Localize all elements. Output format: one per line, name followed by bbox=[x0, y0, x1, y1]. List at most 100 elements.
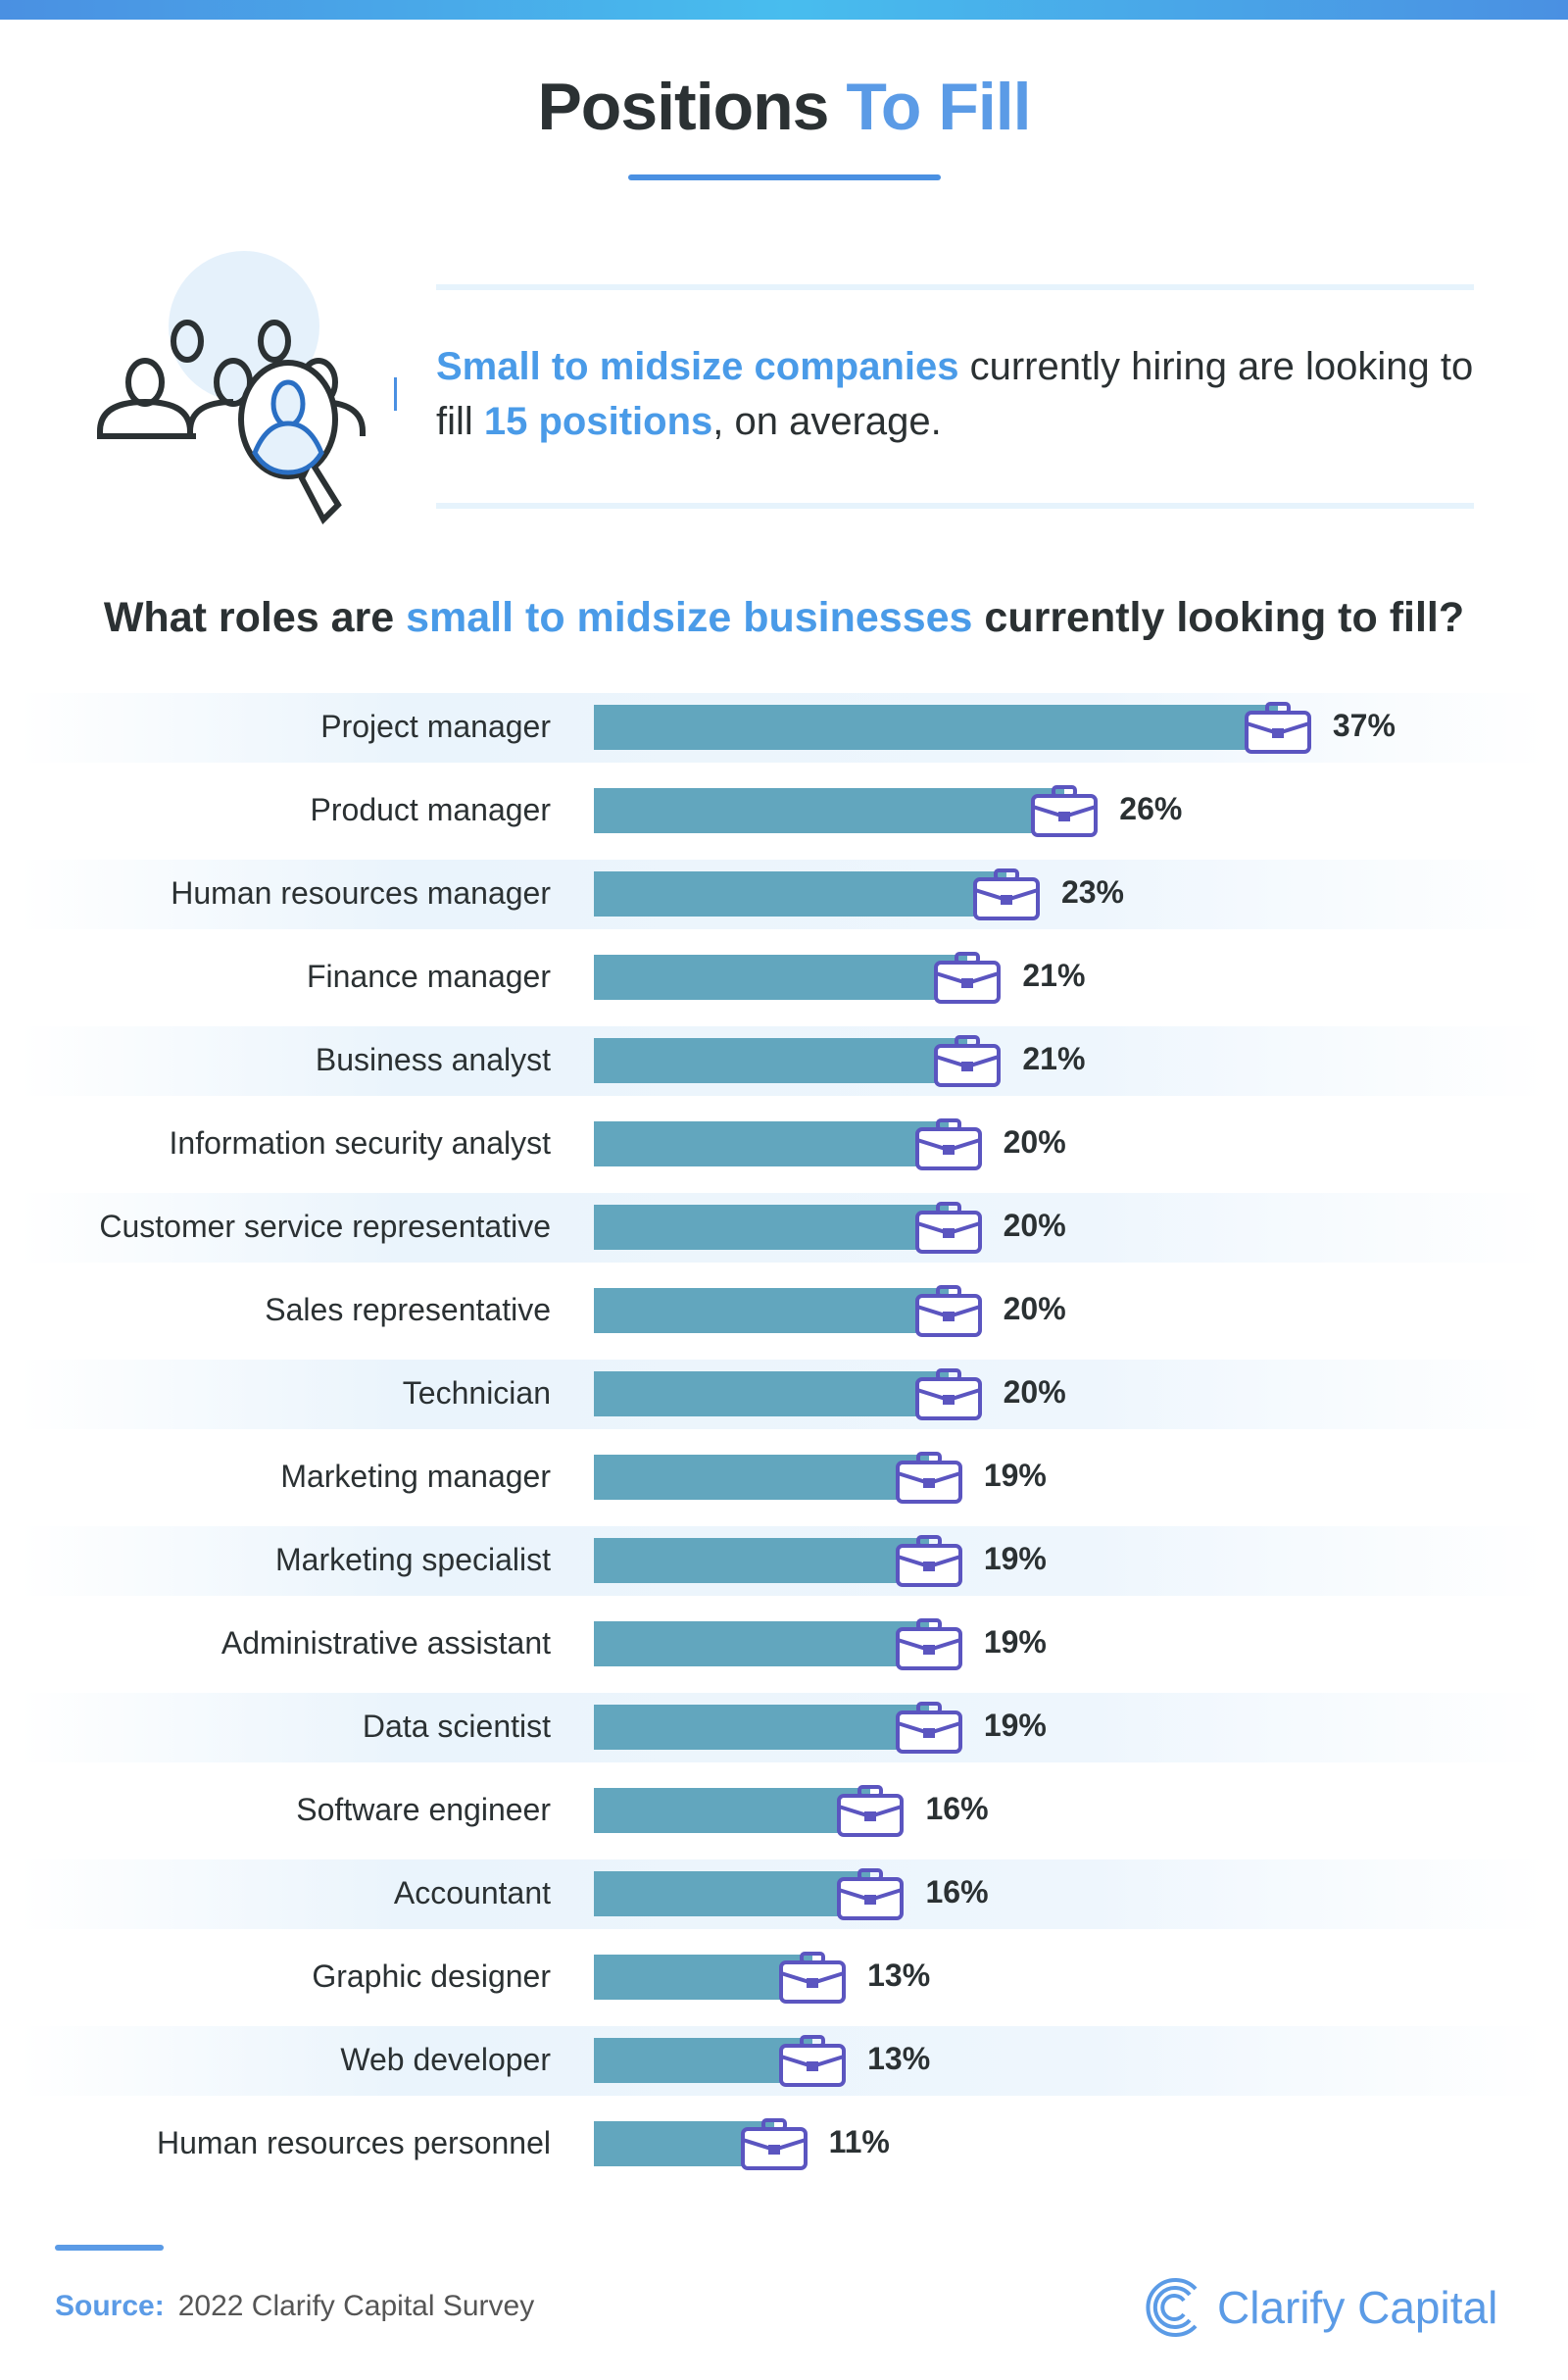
source-note: Source: 2022 Clarify Capital Survey bbox=[55, 2290, 534, 2323]
briefcase-icon bbox=[914, 1202, 982, 1254]
chart-row: Data scientist 19% bbox=[20, 1693, 1548, 1762]
briefcase-icon bbox=[1244, 702, 1311, 754]
source-label: Source: bbox=[55, 2290, 165, 2322]
bar bbox=[594, 1788, 871, 1833]
bar bbox=[594, 1038, 968, 1083]
intro-accent-bar bbox=[394, 377, 397, 411]
bar bbox=[594, 1121, 949, 1166]
briefcase-icon bbox=[914, 1368, 982, 1420]
category-label: Finance manager bbox=[306, 959, 551, 994]
value-label: 19% bbox=[983, 1708, 1047, 1743]
chart-row: Project manager 37% bbox=[20, 693, 1548, 763]
bar bbox=[594, 1621, 929, 1666]
chart-row: Marketing specialist 19% bbox=[20, 1526, 1548, 1596]
value-label: 19% bbox=[983, 1624, 1047, 1660]
source-text: 2022 Clarify Capital Survey bbox=[177, 2290, 535, 2322]
value-label: 13% bbox=[867, 1958, 931, 1993]
briefcase-icon bbox=[1031, 785, 1099, 837]
bar bbox=[594, 2038, 813, 2083]
chart-row: Customer service representative 20% bbox=[20, 1193, 1548, 1263]
briefcase-icon bbox=[837, 1785, 905, 1837]
bar bbox=[594, 955, 968, 1000]
title-highlight: To Fill bbox=[846, 70, 1031, 144]
value-label: 20% bbox=[1003, 1124, 1066, 1160]
value-label: 21% bbox=[1022, 958, 1086, 993]
clarify-capital-logo-icon bbox=[1146, 2278, 1198, 2337]
bar bbox=[594, 1705, 929, 1750]
team-search-icon bbox=[97, 320, 366, 525]
chart-row: Sales representative 20% bbox=[20, 1276, 1548, 1346]
bar bbox=[594, 1871, 871, 1916]
footer-accent-line bbox=[55, 2245, 164, 2251]
category-label: Data scientist bbox=[362, 1709, 551, 1744]
chart-row: Marketing manager 19% bbox=[20, 1443, 1548, 1512]
briefcase-icon bbox=[895, 1452, 962, 1504]
intro-divider-top bbox=[436, 284, 1474, 290]
top-accent-bar bbox=[0, 0, 1568, 20]
question-part2: currently looking to fill? bbox=[972, 594, 1465, 641]
intro-divider-bottom bbox=[436, 503, 1474, 509]
clarify-capital-logo[interactable]: Clarify Capital bbox=[1145, 2277, 1497, 2338]
chart-row: Information security analyst 20% bbox=[20, 1110, 1548, 1179]
briefcase-icon bbox=[740, 2118, 808, 2170]
roles-bar-chart: Project manager 37% Product manager 26% Huma… bbox=[0, 686, 1568, 2176]
title-part1: Positions bbox=[537, 70, 829, 144]
category-label: Software engineer bbox=[296, 1792, 551, 1827]
category-label: Human resources personnel bbox=[157, 2125, 551, 2160]
category-label: Project manager bbox=[320, 709, 551, 744]
chart-row: Web developer 13% bbox=[20, 2026, 1548, 2096]
value-label: 19% bbox=[983, 1541, 1047, 1576]
category-label: Customer service representative bbox=[99, 1209, 551, 1244]
category-label: Marketing manager bbox=[280, 1459, 551, 1494]
briefcase-icon bbox=[895, 1702, 962, 1754]
category-label: Information security analyst bbox=[169, 1125, 552, 1161]
intro-text-2: , on average. bbox=[712, 400, 942, 443]
bar bbox=[594, 1455, 929, 1500]
value-label: 37% bbox=[1332, 708, 1396, 743]
chart-row: Human resources manager 23% bbox=[20, 860, 1548, 929]
bar bbox=[594, 1371, 949, 1416]
intro-text: Small to midsize companies currently hir… bbox=[436, 339, 1475, 449]
bar bbox=[594, 1538, 929, 1583]
chart-row: Finance manager 21% bbox=[20, 943, 1548, 1013]
chart-row: Administrative assistant 19% bbox=[20, 1610, 1548, 1679]
bar bbox=[594, 871, 1006, 917]
briefcase-icon bbox=[972, 868, 1040, 920]
value-label: 20% bbox=[1003, 1374, 1066, 1410]
briefcase-icon bbox=[934, 1035, 1002, 1087]
value-label: 23% bbox=[1060, 874, 1124, 910]
bar bbox=[594, 1288, 949, 1333]
chart-row: Human resources personnel 11% bbox=[20, 2109, 1548, 2179]
briefcase-icon bbox=[837, 1868, 905, 1920]
page-title: Positions To Fill bbox=[0, 69, 1568, 145]
category-label: Sales representative bbox=[265, 1292, 551, 1327]
value-label: 19% bbox=[983, 1458, 1047, 1493]
bar bbox=[594, 1205, 949, 1250]
chart-row: Technician 20% bbox=[20, 1360, 1548, 1429]
chart-row: Accountant 16% bbox=[20, 1859, 1548, 1929]
chart-question: What roles are small to midsize business… bbox=[0, 594, 1568, 642]
category-label: Web developer bbox=[340, 2042, 551, 2077]
value-label: 16% bbox=[925, 1791, 989, 1826]
briefcase-icon bbox=[914, 1118, 982, 1170]
value-label: 26% bbox=[1119, 791, 1183, 826]
category-label: Product manager bbox=[310, 792, 551, 827]
value-label: 21% bbox=[1022, 1041, 1086, 1076]
category-label: Marketing specialist bbox=[275, 1542, 551, 1577]
bar bbox=[594, 788, 1065, 833]
category-label: Administrative assistant bbox=[220, 1625, 551, 1661]
bar bbox=[594, 705, 1278, 750]
briefcase-icon bbox=[934, 952, 1002, 1004]
intro-highlight-companies: Small to midsize companies bbox=[436, 345, 959, 388]
value-label: 13% bbox=[867, 2041, 931, 2076]
briefcase-icon bbox=[895, 1618, 962, 1670]
briefcase-icon bbox=[779, 1952, 847, 2004]
category-label: Accountant bbox=[393, 1875, 551, 1910]
category-label: Human resources manager bbox=[171, 875, 551, 911]
briefcase-icon bbox=[779, 2035, 847, 2087]
category-label: Technician bbox=[402, 1375, 551, 1411]
category-label: Business analyst bbox=[315, 1042, 551, 1077]
chart-row: Business analyst 21% bbox=[20, 1026, 1548, 1096]
chart-row: Software engineer 16% bbox=[20, 1776, 1548, 1846]
intro-text-1: currently hiring are looking to fill bbox=[436, 345, 1474, 443]
